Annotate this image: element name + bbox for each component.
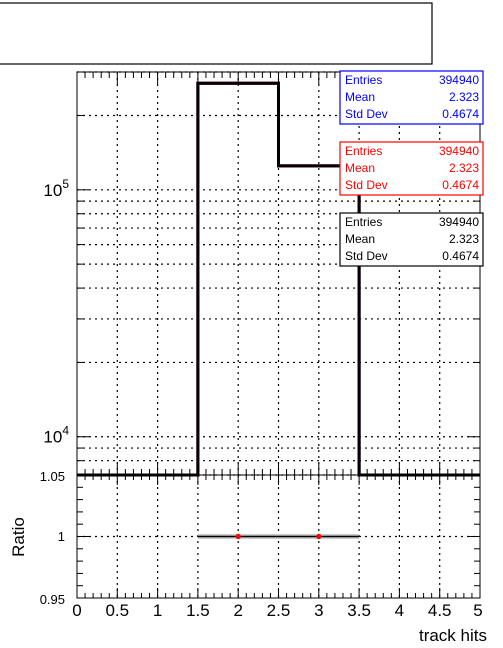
- stats-box-0: Entries 394940 Mean 2.323 Std Dev 0.4674: [339, 70, 484, 125]
- x-tick-label: 5: [473, 601, 482, 620]
- x-tick-label: 0.5: [105, 601, 129, 620]
- stats-box-frame: [339, 141, 484, 196]
- histogram-series-2: [77, 81, 480, 477]
- ratio-point: [235, 533, 241, 540]
- ratio-series: [197, 533, 360, 540]
- title-box: [0, 2, 433, 65]
- x-tick-label: 1: [153, 601, 162, 620]
- stats-value: 0.4674: [442, 107, 479, 121]
- ratio-tick-labels: 0 0.5 1 1.5 2 2.5 3 3.5 4 4.5 5 0.95 1 1.05: [40, 469, 483, 620]
- x-axis-label: track hits: [419, 626, 487, 645]
- x-tick-label: 2: [233, 601, 242, 620]
- y-tick-label: 0.95: [40, 592, 65, 607]
- stats-value: 394940: [439, 215, 479, 229]
- x-tick-label: 3: [314, 601, 323, 620]
- stats-value: 0.4674: [442, 178, 479, 192]
- stats-label: Entries: [345, 73, 382, 87]
- stats-box-2: Entries 394940 Mean 2.323 Std Dev 0.4674: [339, 212, 484, 267]
- stats-box-frame: [339, 70, 484, 125]
- stats-label: Entries: [345, 144, 382, 158]
- stats-label: Mean: [345, 161, 375, 175]
- top-series: [77, 81, 480, 477]
- stats-label: Mean: [345, 232, 375, 246]
- y-tick-label: 1.05: [40, 469, 65, 484]
- stats-value: 394940: [439, 144, 479, 158]
- stats-label: Std Dev: [345, 249, 388, 263]
- stats-value: 394940: [439, 73, 479, 87]
- stats-value: 2.323: [449, 90, 479, 104]
- x-tick-label: 1.5: [186, 601, 210, 620]
- y-tick-label: 105: [43, 177, 69, 200]
- x-tick-label: 0: [72, 601, 81, 620]
- x-tick-label: 4.5: [428, 601, 452, 620]
- y-tick-label: 104: [43, 424, 69, 447]
- stats-value: 2.323: [449, 232, 479, 246]
- stats-box-1: Entries 394940 Mean 2.323 Std Dev 0.4674: [339, 141, 484, 196]
- stats-label: Entries: [345, 215, 382, 229]
- stats-label: Std Dev: [345, 178, 388, 192]
- x-tick-label: 2.5: [267, 601, 291, 620]
- y-tick-label: 1: [58, 529, 65, 544]
- stats-box-frame: [339, 212, 484, 267]
- stats-value: 2.323: [449, 161, 479, 175]
- top-y-tick-labels: 104 105: [43, 177, 69, 447]
- stats-value: 0.4674: [442, 249, 479, 263]
- ratio-ticks: [76, 474, 481, 599]
- y-axis-label: Ratio: [9, 517, 28, 557]
- x-tick-label: 3.5: [347, 601, 371, 620]
- x-tick-label: 4: [395, 601, 404, 620]
- stats-label: Std Dev: [345, 107, 388, 121]
- stats-label: Mean: [345, 90, 375, 104]
- ratio-point: [316, 533, 322, 540]
